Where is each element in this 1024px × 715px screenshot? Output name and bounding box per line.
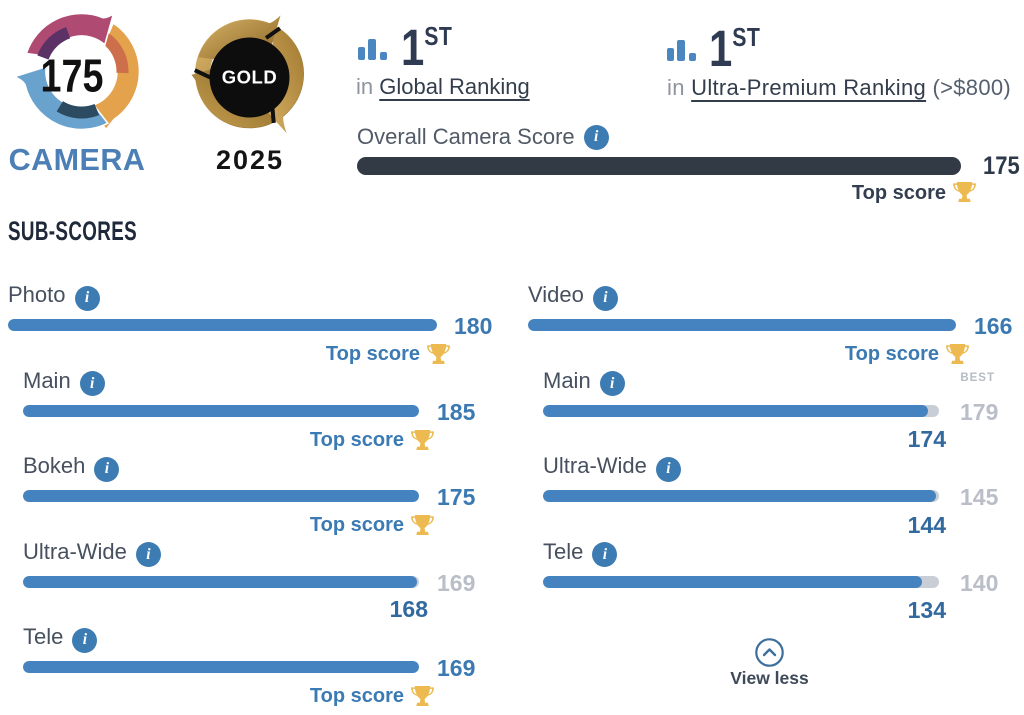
svg-text:GOLD: GOLD: [222, 67, 277, 88]
svg-text:175: 175: [41, 50, 104, 101]
